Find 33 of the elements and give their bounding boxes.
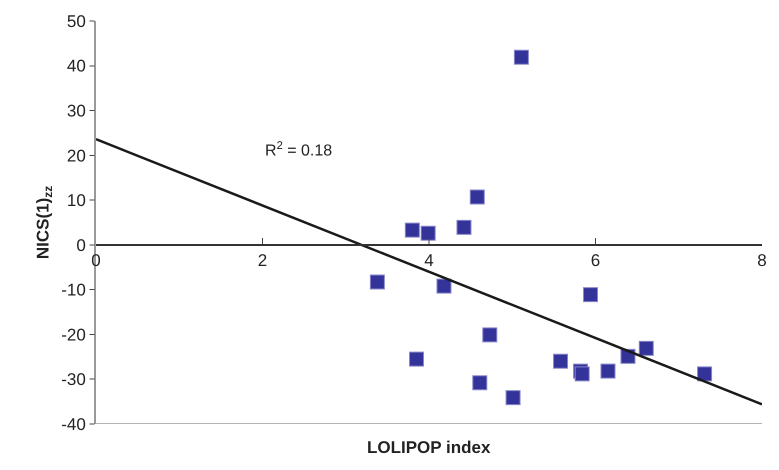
x-tick-label: 2 <box>258 251 268 270</box>
annotation: R$^{2}$ = 0.18 <box>265 140 332 160</box>
y-tick-label: 30 <box>66 102 86 121</box>
y-tick-label: -40 <box>61 414 86 434</box>
point <box>553 354 568 369</box>
y-tick-label: 50 <box>66 12 86 31</box>
point <box>409 352 424 367</box>
point <box>472 375 488 390</box>
x-axis-title: LOLIPOP index <box>367 438 491 457</box>
point <box>506 390 521 406</box>
point <box>470 189 485 204</box>
point <box>370 274 385 290</box>
y-tick-label: -30 <box>61 370 86 390</box>
y-tick-label: 10 <box>66 191 86 210</box>
point <box>456 220 472 235</box>
y-tick-label: 20 <box>66 146 86 166</box>
y-tick-label: -10 <box>61 280 86 300</box>
point <box>404 222 420 238</box>
point <box>600 364 616 379</box>
x-tick-label: 0 <box>91 251 101 270</box>
point <box>638 340 654 356</box>
y-tick-label: 40 <box>66 56 86 76</box>
x-tick-label: 8 <box>757 251 767 270</box>
x-tick-label: 6 <box>590 251 600 270</box>
x-tick-label: 4 <box>424 251 434 270</box>
point <box>583 287 598 302</box>
point <box>420 226 436 241</box>
point <box>482 327 498 342</box>
point <box>514 50 529 65</box>
y-tick-label: -20 <box>61 325 86 344</box>
point <box>436 278 452 294</box>
point <box>697 366 712 382</box>
y-tick-label: 0 <box>76 236 86 255</box>
